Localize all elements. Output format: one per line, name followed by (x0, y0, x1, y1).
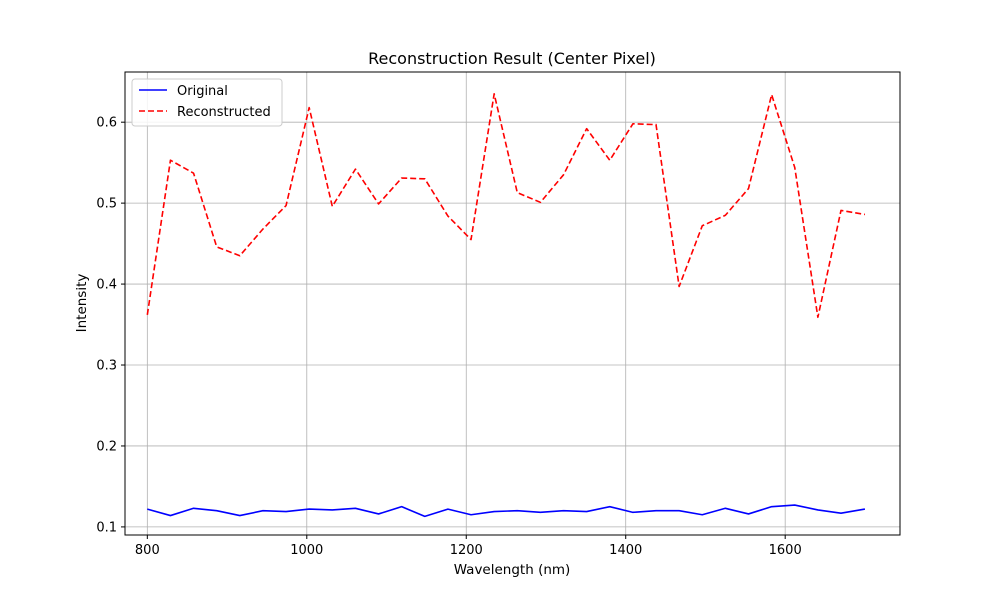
y-ticks: 0.1 0.2 0.3 0.4 0.5 0.6 (96, 116, 125, 535)
y-tick-label: 0.6 (96, 116, 117, 131)
x-axis-label: Wavelength (nm) (454, 562, 571, 578)
legend-label-original: Original (177, 84, 228, 99)
x-tick-label: 800 (135, 543, 160, 558)
legend-box (131, 78, 283, 127)
y-tick-label: 0.3 (96, 359, 117, 374)
x-tick-label: 1600 (769, 543, 802, 558)
plot-frame (124, 71, 901, 536)
x-tick-label: 1200 (450, 543, 483, 558)
x-ticks: 800 1000 1200 1400 1600 (135, 535, 802, 558)
y-axis-label: Intensity (74, 274, 90, 333)
chart-title: Reconstruction Result (Center Pixel) (368, 49, 656, 68)
legend: Original Reconstructed (131, 78, 283, 127)
legend-label-reconstructed: Reconstructed (177, 105, 271, 120)
y-tick-label: 0.1 (96, 520, 117, 535)
x-tick-label: 1000 (290, 543, 323, 558)
series-line-reconstructed (146, 93, 866, 319)
series-line-original (147, 504, 866, 518)
series-group (146, 93, 866, 518)
x-tick-label: 1400 (609, 543, 642, 558)
grid (125, 72, 900, 535)
y-tick-label: 0.5 (96, 197, 117, 212)
y-tick-label: 0.4 (96, 278, 117, 293)
y-tick-label: 0.2 (96, 439, 117, 454)
